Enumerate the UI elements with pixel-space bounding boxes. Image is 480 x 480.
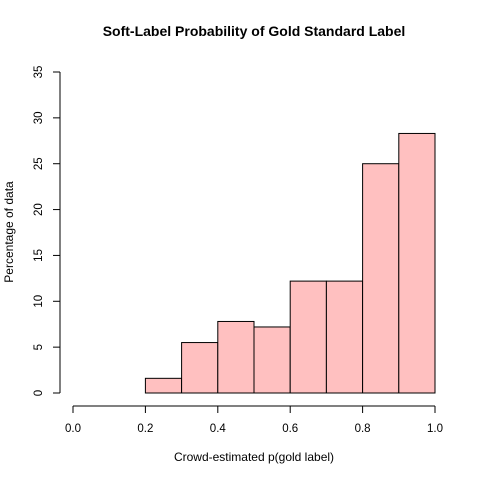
y-tick-label-6: 30 [33,111,45,124]
x-axis-label: Crowd-estimated p(gold label) [174,450,334,464]
histogram-bar-3 [253,326,291,394]
histogram-bar-5 [325,280,364,394]
histogram-bar-7 [398,132,436,394]
x-tick-label-2: 0.4 [210,423,227,435]
y-tick-label-3: 15 [33,249,45,262]
y-tick-label-1: 5 [33,344,45,350]
histogram-bar-2 [217,320,255,394]
chart-title: Soft-Label Probability of Gold Standard … [103,23,406,39]
y-axis-ticks: 0 5 10 15 20 25 30 35 [33,66,60,396]
x-tick-label-4: 0.8 [355,423,371,435]
x-tick-label-3: 0.6 [282,423,298,435]
histogram-bar-4 [289,280,327,394]
bars-group [144,132,436,394]
histogram-bar-6 [362,163,400,394]
histogram-bar-0 [144,377,183,394]
y-tick-label-7: 35 [33,66,45,79]
x-tick-label-0: 0.0 [65,423,81,435]
y-axis-label: Percentage of data [2,181,16,283]
y-tick-label-0: 0 [33,390,45,396]
y-tick-label-5: 25 [33,157,45,170]
y-tick-label-4: 20 [33,203,45,216]
y-tick-label-2: 10 [33,295,45,308]
histogram-bar-1 [181,342,219,394]
x-axis-ticks: 0.0 0.2 0.4 0.6 0.8 1.0 [65,406,443,435]
x-tick-label-5: 1.0 [427,423,443,435]
x-tick-label-1: 0.2 [137,423,153,435]
